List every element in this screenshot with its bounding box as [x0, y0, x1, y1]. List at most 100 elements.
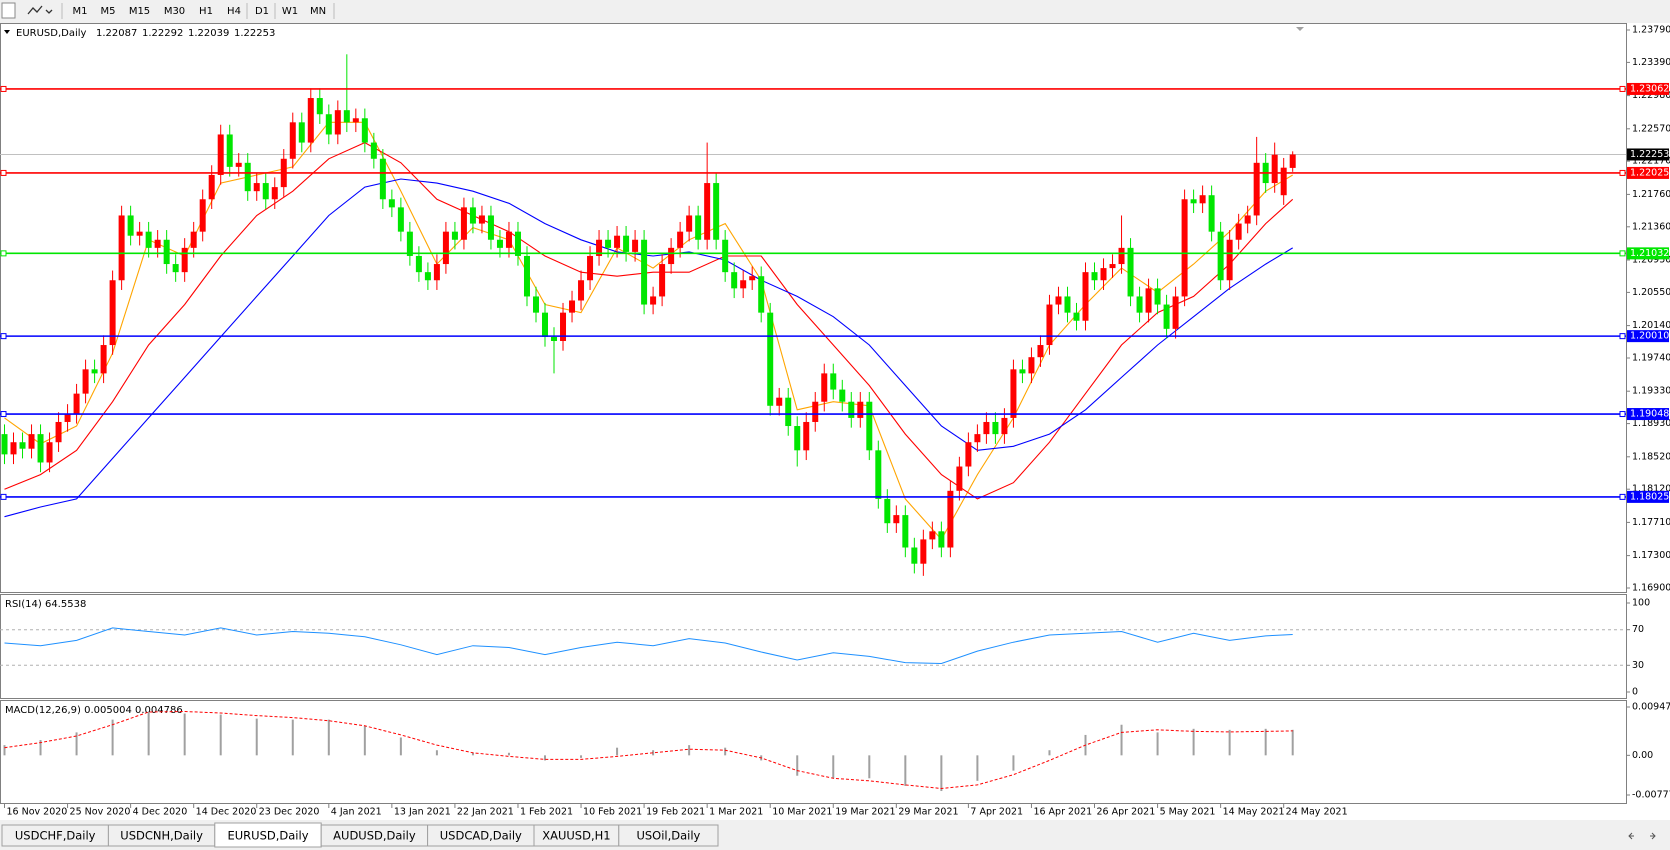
candle-body — [857, 401, 864, 418]
candle-body — [316, 98, 323, 115]
candle-body — [1244, 215, 1251, 224]
candle-body — [1046, 304, 1053, 346]
candle-body — [10, 442, 17, 455]
x-tick-label: 16 Apr 2021 — [1033, 807, 1092, 818]
candle-body — [749, 276, 756, 281]
ohlc-readout: 1.22039 — [188, 28, 229, 39]
candle-body — [1163, 304, 1170, 329]
level-handle[interactable] — [0, 250, 7, 257]
toolbar-icon[interactable] — [1, 2, 16, 19]
x-tick-label: 10 Mar 2021 — [772, 807, 832, 818]
x-tick-label: 22 Jan 2021 — [457, 807, 514, 818]
level-handle[interactable] — [0, 169, 7, 176]
macd-signal-line — [4, 710, 1293, 790]
timeframe-button[interactable]: H4 — [227, 6, 241, 17]
x-tick-label: 1 Mar 2021 — [709, 807, 763, 818]
candle-body — [217, 134, 224, 175]
candle-body — [154, 239, 161, 248]
candle-body — [145, 231, 152, 248]
candle-body — [722, 239, 729, 273]
candle-body — [1100, 268, 1107, 281]
y-tick-label: 1.16900 — [1632, 583, 1670, 594]
candle-body — [388, 199, 395, 208]
candle-body — [163, 239, 170, 265]
candle-body — [127, 215, 134, 236]
tab-scroll[interactable] — [1628, 832, 1656, 840]
level-handle[interactable] — [1619, 411, 1626, 418]
y-tick-label: 1.19740 — [1632, 352, 1670, 363]
panel-title: MACD(12,26,9) 0.005004 0.004786 — [5, 705, 183, 716]
candle-body — [695, 215, 702, 240]
timeframe-button[interactable]: W1 — [282, 6, 298, 17]
candle-body — [767, 312, 774, 406]
y-tick-label: 1.22170 — [1632, 156, 1670, 167]
symbol-tab-label[interactable]: AUDUSD,Daily — [333, 829, 416, 843]
candle-body — [181, 247, 188, 273]
symbol-tab[interactable] — [214, 822, 322, 848]
candle-body — [803, 421, 810, 451]
candle-body — [370, 142, 377, 159]
level-price-label: 1.20010 — [1630, 331, 1669, 342]
y-tick-label: 100 — [1632, 598, 1650, 609]
candle-body — [37, 434, 44, 463]
timeframe-button[interactable]: M15 — [129, 6, 150, 17]
candle-body — [875, 450, 882, 499]
candle-body — [514, 231, 521, 256]
level-handle[interactable] — [1619, 250, 1626, 257]
y-tick-label: 1.20950 — [1632, 255, 1670, 266]
candle-body — [1028, 357, 1035, 374]
candle-body — [974, 434, 981, 443]
candle-body — [208, 174, 215, 200]
candle-body — [686, 215, 693, 232]
symbol-tab-label[interactable]: USOil,Daily — [636, 829, 700, 843]
x-tick-label: 19 Feb 2021 — [646, 807, 705, 818]
candle-body — [298, 122, 305, 143]
level-price-label: 1.18025 — [1630, 491, 1669, 502]
candle-body — [677, 231, 684, 248]
toolbar-icon[interactable] — [27, 5, 53, 15]
candle-body — [19, 442, 26, 449]
level-handle[interactable] — [0, 85, 7, 92]
timeframe-button[interactable]: M5 — [101, 6, 116, 17]
candle-body — [352, 118, 359, 123]
candle-body — [1181, 199, 1188, 297]
candle-body — [334, 110, 341, 135]
timeframe-button[interactable]: M30 — [164, 6, 185, 17]
level-handle[interactable] — [0, 333, 7, 340]
timeframe-button[interactable]: D1 — [255, 6, 269, 17]
candle-body — [1064, 296, 1071, 313]
level-handle[interactable] — [0, 411, 7, 418]
candle-body — [704, 183, 711, 240]
candle-body — [1217, 231, 1224, 281]
timeframe-button[interactable]: MN — [310, 6, 326, 17]
candle-body — [469, 207, 476, 224]
level-handle[interactable] — [1619, 493, 1626, 500]
candle-body — [596, 239, 603, 256]
candle-body — [199, 199, 206, 232]
candle-body — [713, 183, 720, 240]
symbol-tab-label[interactable]: USDCHF,Daily — [15, 829, 96, 843]
symbol-tab[interactable] — [618, 824, 719, 847]
x-tick-label: 4 Dec 2020 — [133, 807, 188, 818]
symbol-tab-label[interactable]: EURUSD,Daily — [228, 829, 309, 843]
x-tick-label: 5 May 2021 — [1160, 807, 1216, 818]
candle-body — [1001, 417, 1008, 435]
symbol-tab-label[interactable]: USDCNH,Daily — [120, 829, 203, 843]
candle-body — [433, 264, 440, 281]
x-tick-label: 29 Mar 2021 — [898, 807, 958, 818]
y-tick-label: 1.22570 — [1632, 123, 1670, 134]
level-handle[interactable] — [1619, 169, 1626, 176]
level-handle[interactable] — [1619, 85, 1626, 92]
shift-marker — [1296, 27, 1304, 31]
symbol-tab-label[interactable]: XAUUSD,H1 — [542, 829, 610, 843]
level-price-box — [1627, 330, 1669, 343]
level-handle[interactable] — [1619, 333, 1626, 340]
candle-body — [397, 207, 404, 232]
y-tick-label: 1.23390 — [1632, 57, 1670, 68]
level-handle[interactable] — [0, 493, 7, 500]
timeframe-button[interactable]: H1 — [199, 6, 213, 17]
symbol-tab-label[interactable]: USDCAD,Daily — [440, 829, 522, 843]
timeframe-button[interactable]: M1 — [73, 6, 88, 17]
candle-body — [902, 515, 909, 548]
